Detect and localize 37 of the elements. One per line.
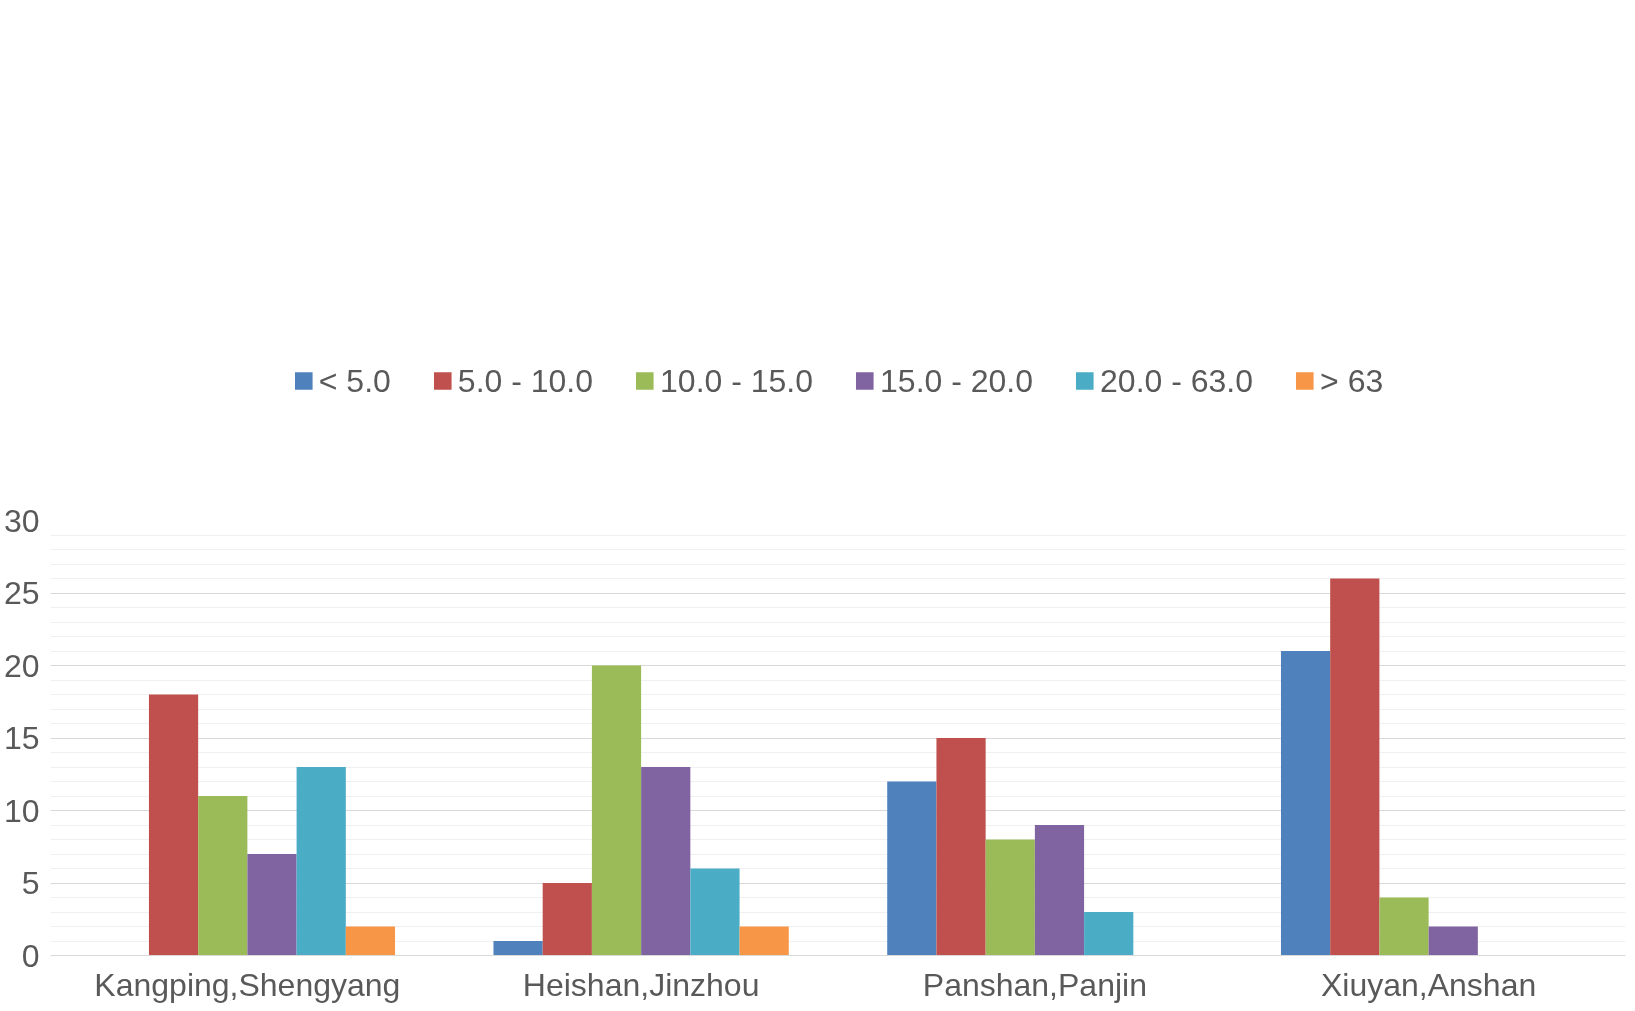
x-tick-label: Kangping,Shengyang	[94, 966, 401, 1003]
y-tick-label: 25	[3, 575, 40, 611]
legend-label: 20.0 - 63.0	[1100, 362, 1254, 400]
y-tick-label: 0	[21, 937, 40, 974]
bar	[641, 767, 691, 956]
bar	[887, 781, 937, 956]
x-tick-label: Xiuyan,Anshan	[1320, 966, 1537, 1003]
bar	[985, 839, 1035, 956]
bar	[198, 796, 248, 956]
bar	[493, 941, 543, 956]
bar	[1330, 578, 1380, 956]
legend-label: 5.0 - 10.0	[457, 362, 594, 400]
bar	[591, 665, 642, 956]
legend-label: 15.0 - 20.0	[880, 362, 1034, 400]
x-tick-label: Panshan,Panjin	[922, 966, 1147, 1003]
y-tick-label: 5	[21, 865, 40, 901]
y-tick-label: 30	[3, 502, 40, 539]
bar	[345, 926, 396, 956]
bar	[690, 868, 740, 956]
legend-label: > 63	[1320, 362, 1384, 400]
y-tick-label: 15	[3, 720, 40, 756]
bar	[1034, 825, 1085, 956]
bar	[936, 738, 986, 956]
y-tick-label: 20	[3, 647, 40, 684]
legend-label: 10.0 - 15.0	[660, 362, 814, 400]
bar	[542, 883, 592, 956]
y-tick-label: 10	[3, 792, 40, 829]
bar	[148, 694, 199, 956]
bar	[1379, 897, 1429, 956]
x-tick-label: Heishan,Jinzhou	[522, 966, 760, 1003]
bar	[296, 767, 346, 956]
bar	[1084, 912, 1134, 956]
bar	[1280, 651, 1331, 956]
bar	[739, 926, 789, 956]
bar	[1428, 926, 1478, 956]
legend-label: < 5.0	[318, 362, 391, 400]
bar	[247, 854, 297, 956]
